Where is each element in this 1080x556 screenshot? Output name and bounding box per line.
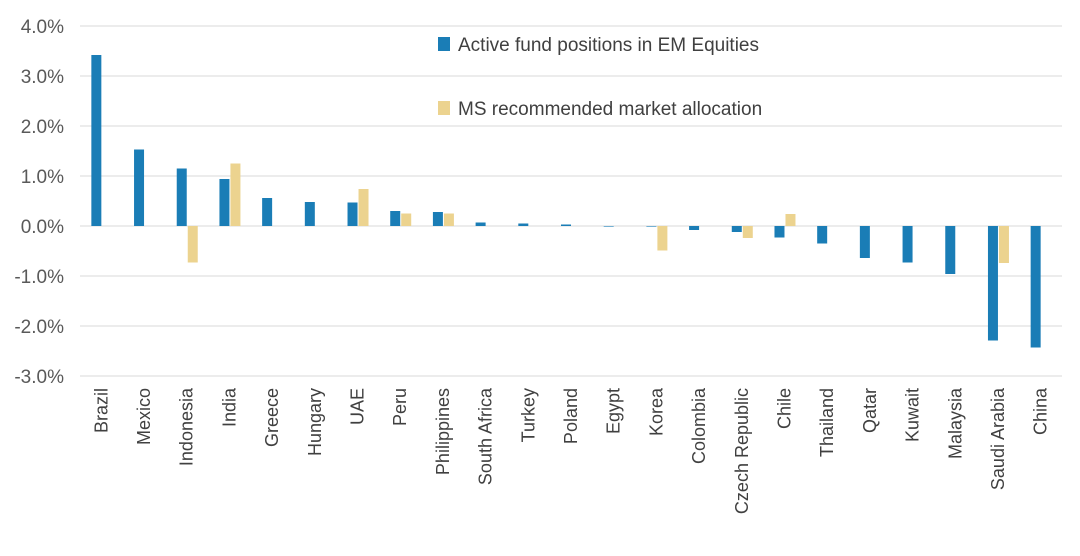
bar-active-fund-czech-republic <box>731 226 742 232</box>
category-label: Qatar <box>860 388 880 433</box>
bar-active-fund-greece <box>262 198 273 226</box>
y-tick-label: 0.0% <box>21 217 64 238</box>
y-tick-label: 2.0% <box>21 117 64 138</box>
category-label: Thailand <box>817 388 837 457</box>
category-label: Saudi Arabia <box>988 387 1008 490</box>
category-label: Turkey <box>518 388 538 442</box>
category-label: Egypt <box>604 388 624 434</box>
category-label: Czech Republic <box>732 388 752 514</box>
legend-label-ms-allocation: MS recommended market allocation <box>458 99 762 120</box>
bar-active-fund-korea <box>646 226 657 227</box>
x-axis-category-labels: Brazil Mexico Indonesia India Greece Hungary U… <box>91 387 1050 514</box>
category-label: South Africa <box>476 387 496 485</box>
y-tick-label: -1.0% <box>14 267 64 288</box>
category-label: India <box>219 387 239 427</box>
category-label: Philippines <box>433 388 453 475</box>
category-label: Poland <box>561 388 581 444</box>
legend-swatch-active-fund <box>438 37 450 51</box>
bar-active-fund-uae <box>347 202 358 226</box>
bar-active-fund-thailand <box>817 226 828 244</box>
legend-label-active-fund: Active fund positions in EM Equities <box>458 35 759 56</box>
y-tick-label: 4.0% <box>21 17 64 38</box>
bars <box>91 55 1041 348</box>
category-label: Malaysia <box>945 387 965 459</box>
y-tick-label: 3.0% <box>21 67 64 88</box>
bar-active-fund-poland <box>561 224 571 226</box>
bar-active-fund-indonesia <box>176 168 187 226</box>
bar-active-fund-hungary <box>304 202 315 226</box>
category-label: China <box>1031 387 1051 435</box>
y-tick-label: 1.0% <box>21 167 64 188</box>
bar-ms-allocation-korea <box>657 226 668 251</box>
legend: Active fund positions in EM Equities MS … <box>438 35 762 120</box>
y-tick-label: -2.0% <box>14 317 64 338</box>
category-label: Korea <box>646 387 666 436</box>
bar-ms-allocation-peru <box>401 213 412 226</box>
bar-active-fund-chile <box>774 226 785 238</box>
bar-ms-allocation-uae <box>358 189 369 226</box>
bar-active-fund-mexico <box>134 149 145 226</box>
category-label: Colombia <box>689 387 709 464</box>
category-label: Indonesia <box>177 387 197 466</box>
bar-ms-allocation-saudi-arabia <box>998 226 1009 263</box>
bar-ms-allocation-chile <box>785 214 796 226</box>
bar-active-fund-colombia <box>689 226 700 230</box>
bar-ms-allocation-czech-republic <box>742 226 753 238</box>
bar-active-fund-brazil <box>91 55 102 226</box>
bar-active-fund-egypt <box>603 226 614 227</box>
category-label: Brazil <box>91 388 111 433</box>
bar-ms-allocation-india <box>230 163 241 226</box>
bar-ms-allocation-indonesia <box>187 226 198 263</box>
category-label: Greece <box>262 388 282 447</box>
category-label: Mexico <box>134 388 154 445</box>
category-label: Peru <box>390 388 410 426</box>
category-label: Hungary <box>305 388 325 456</box>
bar-active-fund-qatar <box>859 226 870 258</box>
bar-active-fund-turkey <box>518 223 529 226</box>
legend-swatch-ms-allocation <box>438 101 450 115</box>
y-tick-label: -3.0% <box>14 367 64 388</box>
bar-ms-allocation-philippines <box>443 213 454 226</box>
category-label: Kuwait <box>903 388 923 442</box>
bar-active-fund-india <box>219 179 230 226</box>
bar-active-fund-philippines <box>432 212 443 226</box>
category-label: UAE <box>348 388 368 425</box>
bar-active-fund-china <box>1030 226 1041 348</box>
category-label: Chile <box>774 388 794 429</box>
bar-active-fund-kuwait <box>902 226 913 263</box>
y-axis-tick-labels: 4.0% 3.0% 2.0% 1.0% 0.0% -1.0% -2.0% -3.0% <box>14 17 64 388</box>
bar-active-fund-saudi-arabia <box>987 226 998 341</box>
bar-active-fund-malaysia <box>945 226 956 274</box>
bar-active-fund-peru <box>390 211 401 226</box>
bar-active-fund-south-africa <box>475 222 486 226</box>
